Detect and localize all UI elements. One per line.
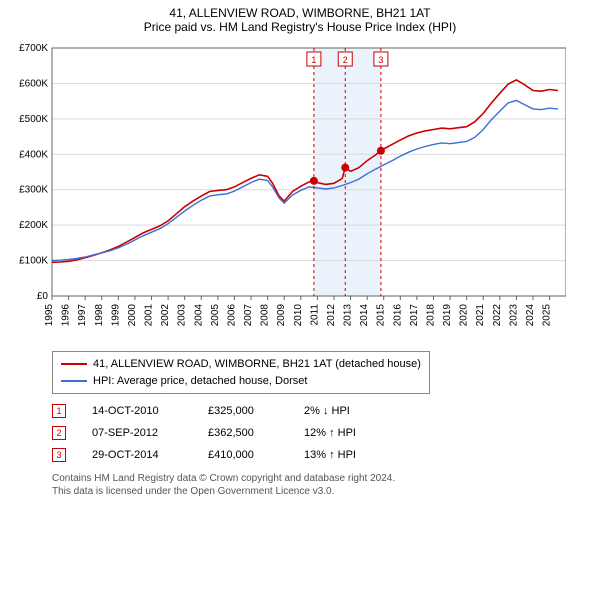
svg-text:2017: 2017 [409,304,420,327]
svg-text:2024: 2024 [525,304,536,327]
svg-text:1999: 1999 [110,304,121,327]
chart-title-line2: Price paid vs. HM Land Registry's House … [10,20,590,34]
line-chart: £0 £100K £200K £300K £400K £500K £600K £700K 199… [10,40,590,343]
svg-text:2006: 2006 [226,304,237,327]
chart-svg: £0 £100K £200K £300K £400K £500K £600K £700K 199… [10,40,566,340]
svg-text:2014: 2014 [359,304,370,327]
svg-text:2023: 2023 [508,304,519,327]
svg-text:1: 1 [311,55,316,65]
svg-text:2025: 2025 [542,304,553,327]
transaction-marker-icon: 3 [52,448,66,462]
transaction-date: 07-SEP-2012 [92,427,182,439]
svg-text:1995: 1995 [44,304,55,327]
legend-item-property: 41, ALLENVIEW ROAD, WIMBORNE, BH21 1AT (… [61,356,421,373]
svg-text:2018: 2018 [425,304,436,327]
footer-line1: Contains HM Land Registry data © Crown c… [52,472,590,485]
svg-text:2013: 2013 [343,304,354,327]
svg-text:£600K: £600K [19,78,48,89]
transaction-row: 3 29-OCT-2014 £410,000 13% ↑ HPI [52,444,590,466]
footer-attribution: Contains HM Land Registry data © Crown c… [52,472,590,498]
legend-box: 41, ALLENVIEW ROAD, WIMBORNE, BH21 1AT (… [52,351,430,394]
transaction-row: 2 07-SEP-2012 £362,500 12% ↑ HPI [52,422,590,444]
transaction-date: 14-OCT-2010 [92,405,182,417]
transaction-pct: 12% ↑ HPI [304,427,394,439]
transaction-price: £325,000 [208,405,278,417]
transaction-row: 1 14-OCT-2010 £325,000 2% ↓ HPI [52,400,590,422]
transaction-marker-icon: 2 [52,426,66,440]
svg-text:2016: 2016 [392,304,403,327]
svg-text:2012: 2012 [326,304,337,327]
svg-text:2010: 2010 [293,304,304,327]
svg-text:2003: 2003 [177,304,188,327]
svg-text:2002: 2002 [160,304,171,327]
transaction-marker-icon: 1 [52,404,66,418]
svg-text:£0: £0 [37,291,49,302]
svg-text:3: 3 [378,55,383,65]
transaction-date: 29-OCT-2014 [92,449,182,461]
svg-text:1998: 1998 [94,304,105,327]
svg-text:2020: 2020 [459,304,470,327]
chart-title-line1: 41, ALLENVIEW ROAD, WIMBORNE, BH21 1AT [10,6,590,20]
svg-text:2009: 2009 [276,304,287,327]
svg-text:£200K: £200K [19,220,48,231]
svg-text:2: 2 [343,55,348,65]
chart-container: 41, ALLENVIEW ROAD, WIMBORNE, BH21 1AT P… [0,0,600,506]
legend-swatch-property [61,363,87,365]
svg-text:2001: 2001 [144,304,155,327]
svg-text:2015: 2015 [376,304,387,327]
legend-label-hpi: HPI: Average price, detached house, Dors… [93,373,307,390]
legend-item-hpi: HPI: Average price, detached house, Dors… [61,373,421,390]
svg-text:2000: 2000 [127,304,138,327]
transaction-price: £362,500 [208,427,278,439]
svg-text:2019: 2019 [442,304,453,327]
transaction-table: 1 14-OCT-2010 £325,000 2% ↓ HPI 2 07-SEP… [52,400,590,466]
svg-text:£300K: £300K [19,185,48,196]
svg-text:1997: 1997 [77,304,88,327]
svg-text:2021: 2021 [475,304,486,327]
transaction-price: £410,000 [208,449,278,461]
svg-text:2022: 2022 [492,304,503,327]
svg-text:2005: 2005 [210,304,221,327]
transaction-pct: 2% ↓ HPI [304,405,394,417]
transaction-pct: 13% ↑ HPI [304,449,394,461]
legend-label-property: 41, ALLENVIEW ROAD, WIMBORNE, BH21 1AT (… [93,356,421,373]
svg-text:£400K: £400K [19,149,48,160]
svg-text:£100K: £100K [19,256,48,267]
legend-swatch-hpi [61,380,87,382]
footer-line2: This data is licensed under the Open Gov… [52,485,590,498]
svg-text:2004: 2004 [193,304,204,327]
svg-text:2007: 2007 [243,304,254,327]
svg-text:£500K: £500K [19,114,48,125]
svg-text:£700K: £700K [19,43,48,54]
svg-text:2008: 2008 [260,304,271,327]
svg-text:2011: 2011 [309,304,320,326]
svg-text:1996: 1996 [61,304,72,327]
